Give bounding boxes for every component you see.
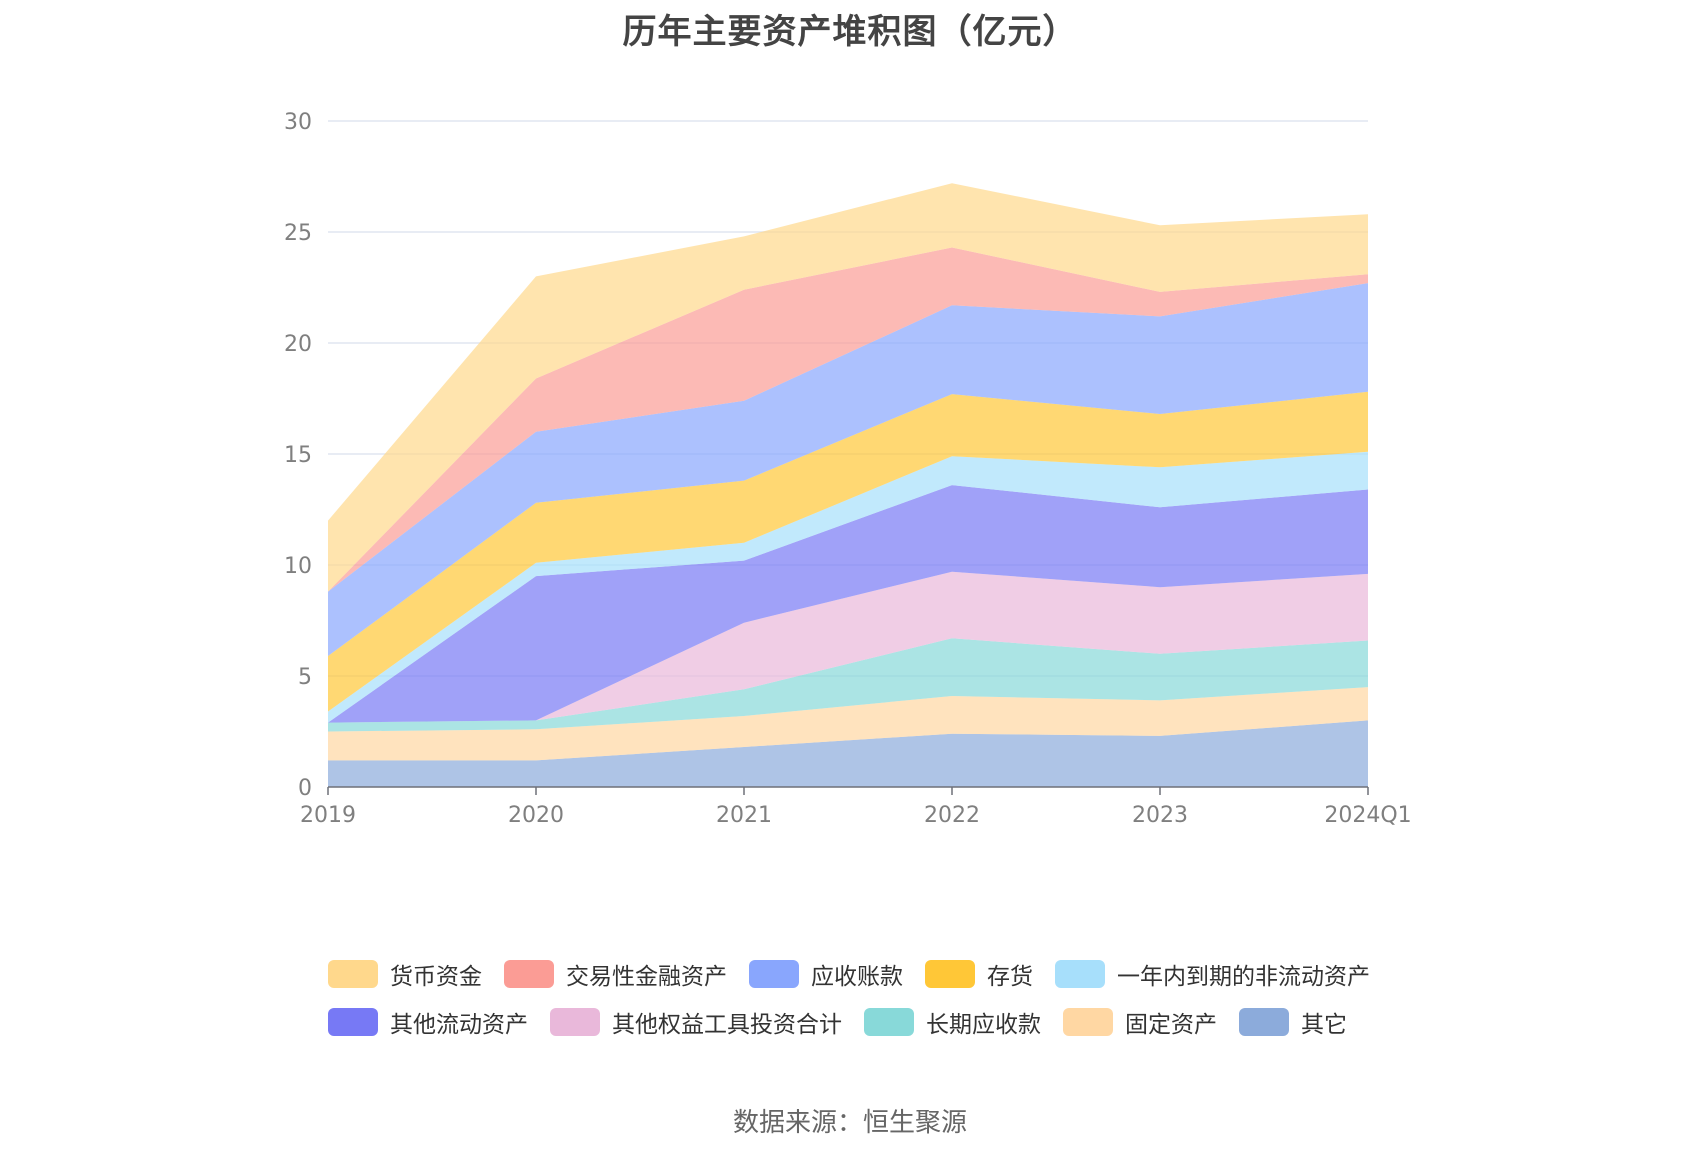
legend-label: 其他流动资产 — [390, 1012, 528, 1038]
legend-swatch — [328, 1008, 378, 1036]
area-7[interactable] — [328, 571, 1368, 723]
legend-label: 其他权益工具投资合计 — [612, 1012, 842, 1038]
legend-label: 交易性金融资产 — [566, 964, 727, 990]
area-4[interactable] — [328, 391, 1368, 712]
stacked-area-chart: 0 5 10 15 20 25 30 2019 2020 2021 2022 2023 2024Q1 — [284, 110, 1412, 828]
y-tick-label: 20 — [284, 332, 312, 357]
legend: 货币资金 交易性金融资产 应收账款 存货 一年内到期的非流动资产其他流动资产 其他权益工具… — [328, 950, 1428, 1046]
legend-swatch — [1239, 1008, 1289, 1036]
legend-label: 存货 — [987, 964, 1033, 990]
y-tick-label: 15 — [284, 443, 312, 468]
legend-item[interactable]: 长期应收款 — [864, 1005, 1041, 1039]
area-9[interactable] — [328, 687, 1368, 761]
y-tick-label: 10 — [284, 554, 312, 579]
legend-row: 货币资金 交易性金融资产 应收账款 存货 一年内到期的非流动资产 — [328, 950, 1428, 998]
area-6[interactable] — [328, 485, 1368, 723]
axes: 0 5 10 15 20 25 30 2019 2020 2021 2022 2023 2024Q1 — [284, 110, 1412, 828]
x-tick-label: 2024Q1 — [1324, 803, 1411, 828]
legend-swatch — [504, 960, 554, 988]
legend-swatch — [864, 1008, 914, 1036]
area-1[interactable] — [328, 183, 1368, 592]
area-2[interactable] — [328, 247, 1368, 592]
legend-row: 其他流动资产 其他权益工具投资合计 长期应收款 固定资产 其它 — [328, 998, 1428, 1046]
area-8[interactable] — [328, 638, 1368, 732]
area-5[interactable] — [328, 451, 1368, 723]
area-3[interactable] — [328, 283, 1368, 656]
legend-label: 长期应收款 — [926, 1012, 1041, 1038]
x-tick-label: 2022 — [924, 803, 980, 828]
y-tick-label: 0 — [298, 776, 312, 801]
legend-item[interactable]: 存货 — [925, 957, 1033, 991]
legend-item[interactable]: 其他权益工具投资合计 — [550, 1005, 842, 1039]
legend-swatch — [749, 960, 799, 988]
legend-swatch — [328, 960, 378, 988]
legend-item[interactable]: 应收账款 — [749, 957, 903, 991]
legend-label: 货币资金 — [390, 964, 482, 990]
x-tick-label: 2020 — [508, 803, 564, 828]
y-tick-label: 5 — [298, 665, 312, 690]
y-tick-label: 25 — [284, 221, 312, 246]
legend-swatch — [550, 1008, 600, 1036]
legend-item[interactable]: 货币资金 — [328, 957, 482, 991]
legend-label: 其它 — [1301, 1012, 1347, 1038]
x-tick-label: 2019 — [300, 803, 356, 828]
legend-item[interactable]: 其他流动资产 — [328, 1005, 528, 1039]
y-tick-label: 30 — [284, 110, 312, 135]
area-series — [328, 183, 1368, 787]
legend-item[interactable]: 其它 — [1239, 1005, 1347, 1039]
legend-label: 一年内到期的非流动资产 — [1117, 964, 1370, 990]
legend-item[interactable]: 一年内到期的非流动资产 — [1055, 957, 1370, 991]
legend-swatch — [925, 960, 975, 988]
x-tick-label: 2021 — [716, 803, 772, 828]
legend-label: 应收账款 — [811, 964, 903, 990]
area-10[interactable] — [328, 720, 1368, 787]
legend-item[interactable]: 交易性金融资产 — [504, 957, 727, 991]
legend-label: 固定资产 — [1125, 1012, 1217, 1038]
legend-swatch — [1063, 1008, 1113, 1036]
legend-item[interactable]: 固定资产 — [1063, 1005, 1217, 1039]
chart-title: 历年主要资产堆积图（亿元） — [622, 12, 1078, 52]
x-tick-label: 2023 — [1132, 803, 1188, 828]
data-source: 数据来源：恒生聚源 — [732, 1108, 967, 1138]
legend-swatch — [1055, 960, 1105, 988]
